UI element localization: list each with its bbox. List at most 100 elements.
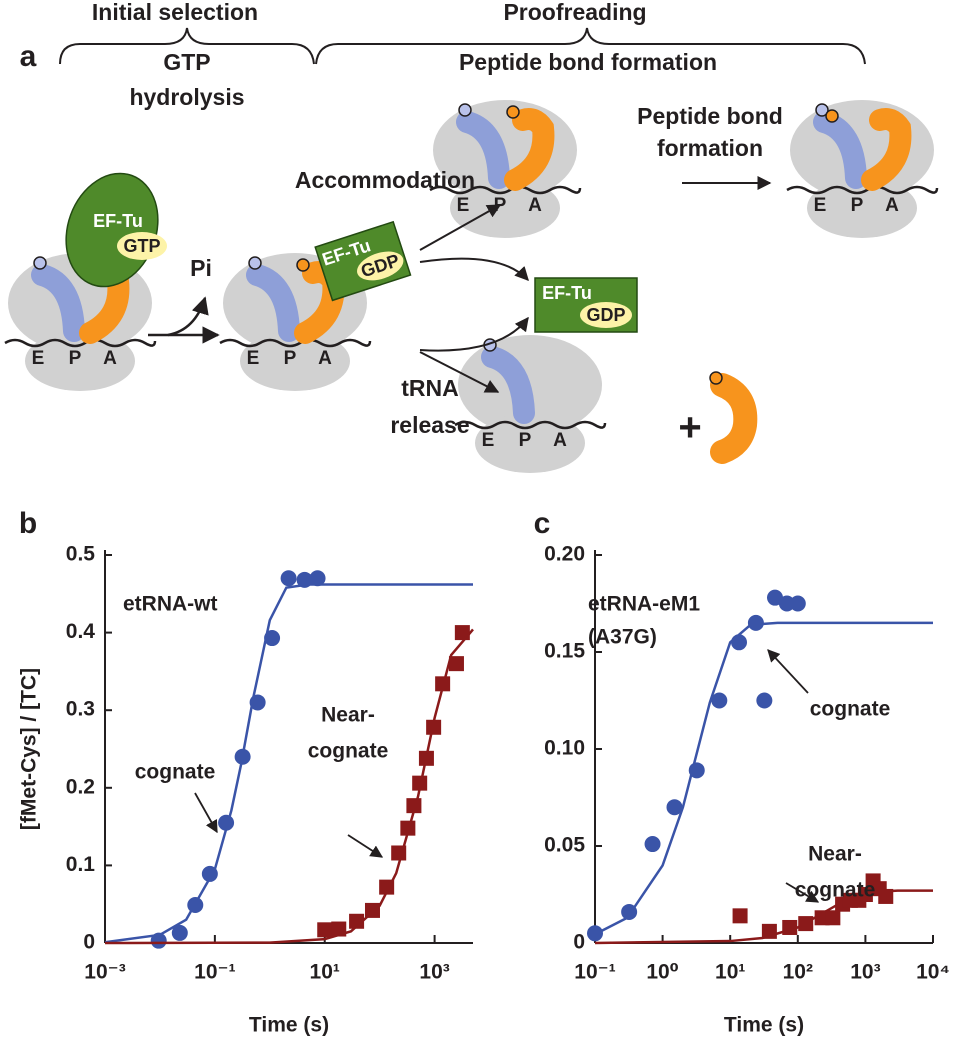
data-point (406, 798, 422, 814)
x-axis-label: Time (s) (249, 1014, 329, 1037)
gdp-label: GDP (586, 305, 625, 325)
data-point (426, 719, 442, 735)
site-label: E (457, 195, 470, 216)
data-point (666, 799, 683, 816)
data-point (756, 692, 773, 709)
trna (710, 373, 758, 464)
trna (504, 108, 555, 191)
x-tick-label: 10¹ (715, 961, 745, 984)
panel-label: a (20, 40, 37, 73)
x-tick-label: 10⁻³ (84, 961, 125, 984)
amino-acid (33, 256, 47, 270)
amino-acid (458, 103, 472, 117)
data-point (218, 814, 235, 831)
step-label: release (390, 412, 469, 438)
panel-label: c (534, 507, 551, 540)
data-point (418, 750, 434, 766)
step-label: GTP (163, 49, 210, 75)
data-point (798, 916, 814, 932)
x-tick-label: 10⁻¹ (194, 961, 235, 984)
data-point (732, 908, 748, 924)
data-point (448, 656, 464, 672)
site-label: A (885, 195, 899, 216)
factor-label: EF-Tu (542, 283, 592, 303)
site-label: P (69, 348, 82, 369)
data-point (688, 762, 705, 779)
x-tick-label: 10⁴ (916, 961, 950, 984)
step-label: Accommodation (295, 167, 475, 193)
x-tick-label: 10³ (850, 961, 880, 984)
amino-acid (296, 258, 310, 272)
mrna (786, 185, 939, 195)
data-point (391, 845, 407, 861)
y-tick-label: 0.2 (66, 775, 95, 798)
chart-title: (A37G) (588, 626, 657, 649)
data-point (761, 923, 777, 939)
series-label: Near- (808, 843, 862, 866)
data-point (234, 748, 251, 765)
data-point (857, 887, 873, 902)
series-label: cognate (308, 740, 389, 763)
data-point (201, 865, 218, 882)
annotation-arrow (194, 792, 218, 834)
step-label: Peptide bond formation (459, 49, 717, 75)
step-label: hydrolysis (129, 84, 244, 110)
mrna (219, 338, 372, 348)
data-point (187, 896, 204, 913)
site-label: A (318, 348, 332, 369)
data-point (349, 913, 365, 929)
y-tick-label: 0.20 (544, 543, 585, 566)
y-tick-label: 0.4 (66, 620, 96, 643)
nucleotide (357, 251, 404, 281)
amino-acid (815, 103, 829, 117)
diagram: E P A E P AE P A E P AE P A (4, 100, 939, 473)
x-axis-label: Time (s) (724, 1014, 804, 1037)
step-label: formation (657, 135, 763, 161)
data-point (249, 694, 266, 711)
series-label: cognate (810, 698, 891, 721)
mrna (429, 185, 582, 195)
trna (456, 111, 510, 189)
data-point (587, 925, 603, 942)
data-point (412, 775, 428, 791)
nucleotide (117, 232, 167, 260)
data-point (711, 692, 728, 709)
site-label: E (32, 348, 45, 369)
series-label: cognate (135, 761, 216, 784)
amino-acid (248, 256, 262, 270)
site-label: E (247, 348, 260, 369)
x-tick-label: 10³ (419, 961, 449, 984)
chart-title: etRNA-wt (123, 593, 218, 616)
annotation-arrow (347, 834, 384, 858)
site-label: P (851, 195, 864, 216)
nucleotide (580, 302, 632, 328)
small-subunit (240, 331, 350, 391)
y-tick-label: 0 (573, 931, 585, 954)
trna (246, 264, 300, 342)
site-label: E (482, 430, 495, 451)
arrow (419, 351, 500, 393)
data-point (731, 634, 748, 651)
y-tick-label: 0.15 (544, 640, 585, 663)
y-tick-label: 0.05 (544, 834, 585, 857)
y-tick-label: 0.1 (66, 853, 96, 876)
data-point (454, 625, 470, 641)
data-point (171, 924, 188, 941)
chart-title: etRNA-eM1 (588, 593, 700, 616)
pi-label: Pi (190, 255, 212, 281)
amino-acid (825, 109, 839, 123)
mrna (4, 338, 157, 348)
site-label: E (814, 195, 827, 216)
trna (481, 346, 535, 424)
series-label: cognate (795, 879, 876, 902)
fit-line (594, 621, 933, 936)
site-label: A (103, 348, 117, 369)
amino-acid (506, 105, 520, 119)
brace (59, 27, 315, 65)
amino-acid (709, 371, 723, 385)
data-point (400, 820, 416, 836)
step-label: tRNA (401, 375, 459, 401)
series-label: Near- (321, 704, 375, 727)
data-point (644, 836, 661, 853)
